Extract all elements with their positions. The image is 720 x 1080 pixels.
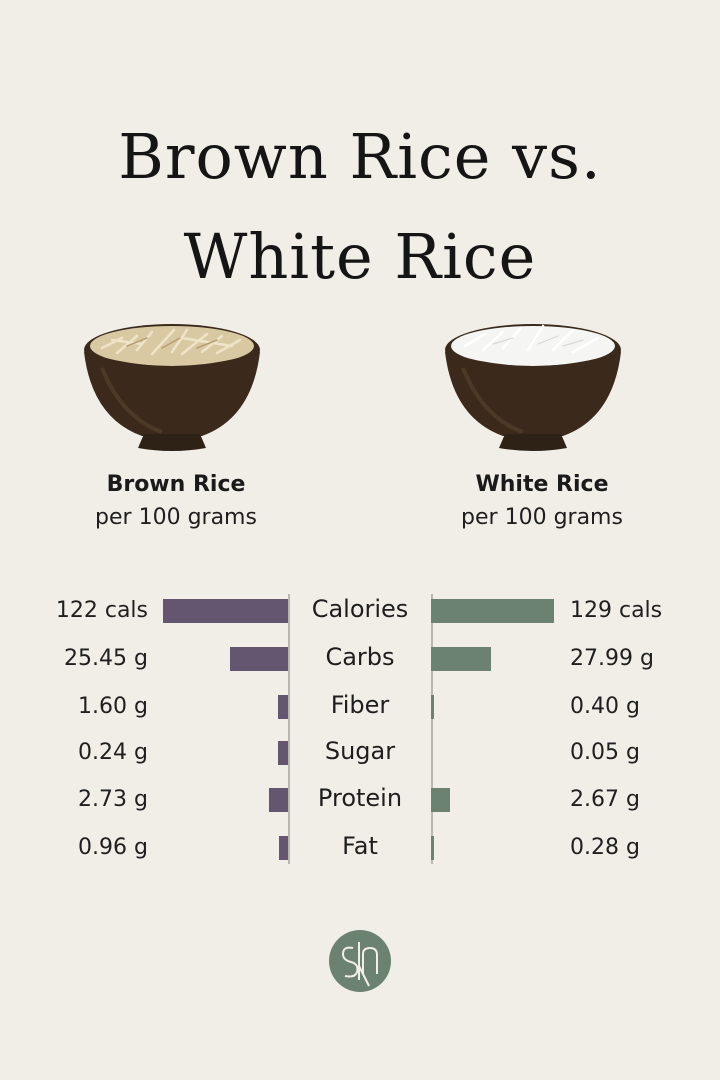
chart-row-calories: 122 cals Calories 129 cals xyxy=(0,587,720,635)
brown-rice-value: 25.45 g xyxy=(64,646,148,671)
category-label: Fiber xyxy=(330,691,390,719)
category-label: Carbs xyxy=(325,643,395,671)
brown-rice-name: Brown Rice xyxy=(106,472,246,497)
chart-row-fat: 0.96 g Fat 0.28 g xyxy=(0,824,720,872)
brown-rice-bar xyxy=(279,836,288,860)
white-rice-label: White Rice per 100 grams xyxy=(412,472,672,530)
white-rice-value: 0.28 g xyxy=(570,835,640,860)
brown-rice-value: 0.96 g xyxy=(78,835,148,860)
brown-rice-label: Brown Rice per 100 grams xyxy=(46,472,306,530)
skn-monogram-logo-icon xyxy=(329,930,391,992)
brown-rice-bar xyxy=(230,647,288,671)
white-rice-value: 2.67 g xyxy=(570,787,640,812)
chart-row-carbs: 25.45 g Carbs 27.99 g xyxy=(0,635,720,683)
brown-rice-value: 2.73 g xyxy=(78,787,148,812)
brown-rice-bowl-icon xyxy=(82,308,262,458)
brown-rice-value: 0.24 g xyxy=(78,740,148,765)
category-label: Calories xyxy=(311,595,409,623)
white-rice-bar xyxy=(431,695,434,719)
category-label: Protein xyxy=(317,784,403,812)
brown-rice-value: 122 cals xyxy=(55,598,148,623)
white-rice-bar xyxy=(431,647,491,671)
white-rice-bar xyxy=(431,599,554,623)
page-title-line1: Brown Rice vs. xyxy=(118,119,602,193)
white-rice-value: 0.05 g xyxy=(570,740,640,765)
brown-rice-bar xyxy=(278,695,288,719)
chart-row-protein: 2.73 g Protein 2.67 g xyxy=(0,776,720,824)
white-rice-value: 129 cals xyxy=(570,598,663,623)
category-label: Sugar xyxy=(324,737,396,765)
brown-rice-axis-line xyxy=(288,594,290,864)
chart-row-sugar: 0.24 g Sugar 0.05 g xyxy=(0,729,720,777)
white-rice-bar xyxy=(431,788,450,812)
brown-rice-bar xyxy=(278,741,288,765)
chart-row-fiber: 1.60 g Fiber 0.40 g xyxy=(0,683,720,731)
category-label: Fat xyxy=(342,832,378,860)
brown-rice-serving: per 100 grams xyxy=(95,505,257,530)
white-rice-serving: per 100 grams xyxy=(461,505,623,530)
brown-rice-value: 1.60 g xyxy=(78,694,148,719)
white-rice-name: White Rice xyxy=(475,472,609,497)
brown-rice-bar xyxy=(163,599,288,623)
white-rice-value: 0.40 g xyxy=(570,694,640,719)
page-title-line2: White Rice xyxy=(183,219,537,293)
white-rice-bowl-icon xyxy=(443,308,623,458)
white-rice-value: 27.99 g xyxy=(570,646,654,671)
white-rice-bar xyxy=(431,836,434,860)
brown-rice-bar xyxy=(269,788,288,812)
white-rice-axis-line xyxy=(431,594,433,864)
